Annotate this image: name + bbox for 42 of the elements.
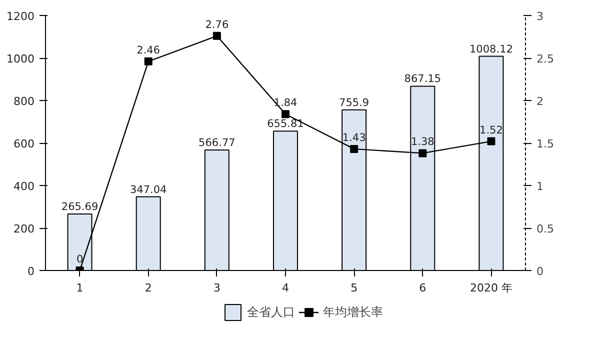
point (487, 137, 496, 146)
y2-tick-label: 0 (536, 265, 544, 278)
point (350, 144, 358, 153)
data-label: 1008.12 (470, 43, 513, 56)
y2-tick-label: 1 (536, 180, 544, 193)
data-label: 1.38 (410, 136, 434, 148)
legend-label: 全省人口 (247, 304, 295, 320)
y2-tick-label: 2.5 (536, 52, 554, 66)
y2-tick-label: 1.5 (536, 138, 554, 150)
data-label: 347.04 (130, 184, 168, 196)
x-tick-label: 3 (213, 282, 220, 294)
y-tick-label: 0 (28, 265, 34, 278)
y2-tick-label: 3 (536, 10, 544, 23)
point (212, 32, 221, 40)
data-label: 566.77 (198, 137, 236, 150)
x-tick-label: 2020 年 (470, 282, 512, 294)
x-tick-label: 5 (350, 282, 358, 294)
y-tick-label: 400 (14, 180, 35, 193)
data-label: 755.9 (339, 96, 370, 109)
x-tick-label: 4 (282, 282, 289, 294)
point (282, 110, 290, 118)
y-tick-label: 1200 (6, 10, 35, 23)
y2-tick-label: 0.5 (536, 222, 554, 236)
y-tick-label: 600 (14, 138, 35, 150)
data-label: 265.69 (61, 201, 98, 214)
data-label: 2.76 (205, 18, 229, 31)
data-label: 867.15 (404, 73, 442, 86)
point (144, 57, 152, 66)
legend-label: 年均增长率 (323, 304, 383, 320)
y2-tick-label: 2 (536, 95, 544, 108)
x-tick-label: 6 (419, 282, 426, 294)
data-label: 1.52 (480, 124, 503, 136)
data-label: 655.81 (267, 118, 304, 130)
y-tick-label: 1000 (6, 52, 35, 66)
y-tick-label: 800 (14, 95, 35, 108)
data-label: 2.46 (136, 44, 160, 56)
y-tick-label: 200 (14, 222, 35, 236)
x-tick-label: 1 (76, 282, 84, 294)
point (418, 149, 427, 158)
data-label: 1.43 (342, 132, 366, 144)
x-tick-label: 2 (144, 282, 152, 294)
data-label: 0 (76, 254, 84, 266)
